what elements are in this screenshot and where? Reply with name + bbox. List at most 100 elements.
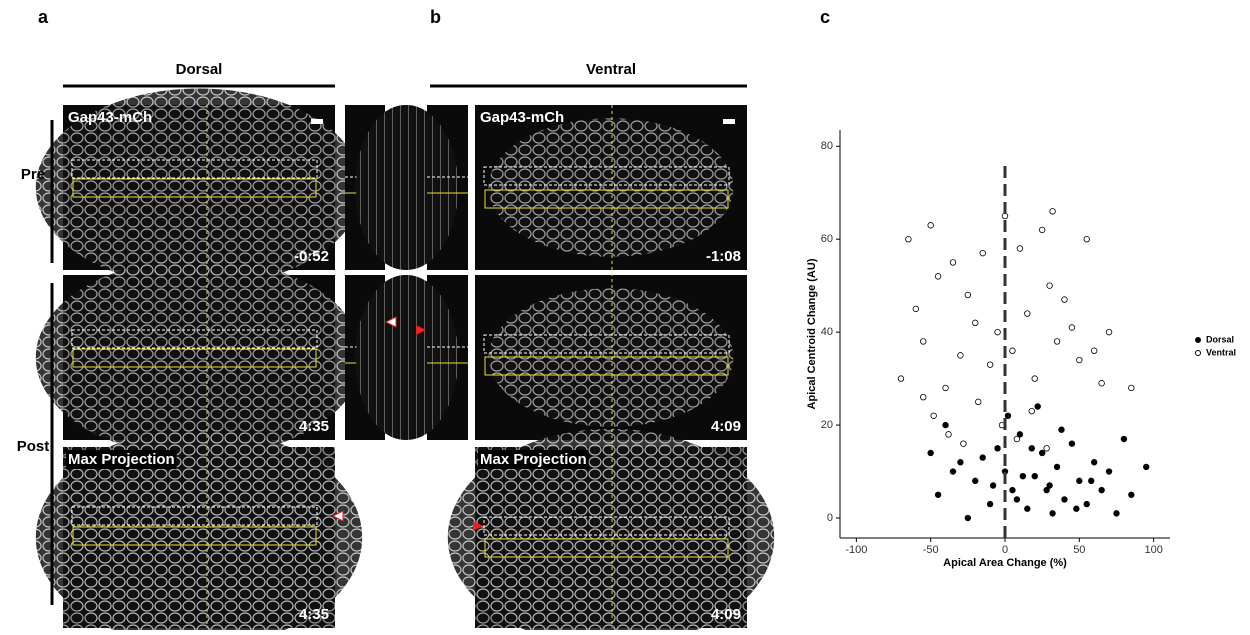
image-label: Gap43-mCh: [480, 109, 564, 126]
roi-yellow: [484, 189, 729, 209]
point: [957, 352, 964, 359]
roi-yellow: [72, 178, 317, 198]
point: [1083, 236, 1090, 243]
timestamp: -1:08: [706, 248, 741, 265]
label-bg: [66, 449, 177, 469]
roi-white: [483, 334, 730, 354]
point: [1049, 510, 1056, 517]
point: [1061, 496, 1068, 503]
embryo: [35, 258, 363, 457]
point: [1019, 472, 1027, 480]
point: [934, 491, 942, 498]
embryo: [475, 447, 747, 628]
point: [964, 514, 972, 522]
row-label: Post: [17, 438, 50, 455]
point: [945, 431, 952, 438]
point: [960, 440, 967, 447]
point: [1031, 472, 1038, 480]
roi-yellow: [484, 356, 729, 376]
point: [927, 449, 934, 457]
column-title: Dorsal: [176, 61, 223, 78]
arrow-open: [331, 510, 344, 522]
legend-marker: [1195, 337, 1201, 343]
side-embryo: [356, 275, 458, 440]
y-axis-label: Apical Centroid Change (AU): [806, 258, 818, 409]
point: [1068, 324, 1076, 331]
point: [1009, 347, 1016, 354]
point: [1098, 380, 1105, 387]
point: [942, 384, 949, 392]
roi-white: [71, 159, 318, 179]
point: [897, 375, 905, 382]
x-tick-label: -100: [845, 544, 867, 556]
roi-yellow: [72, 348, 317, 368]
embryo: [35, 88, 363, 287]
point: [1128, 491, 1135, 498]
y-tick-label: 0: [827, 512, 833, 524]
point: [1028, 407, 1035, 415]
legend-label: Ventral: [1206, 347, 1236, 357]
point: [1034, 403, 1041, 410]
image-label: Max Projection: [480, 451, 587, 468]
timestamp: -0:52: [294, 248, 329, 265]
point: [920, 393, 927, 401]
point: [1013, 435, 1021, 443]
point: [1043, 445, 1050, 452]
point: [1024, 310, 1031, 317]
y-tick-label: 20: [821, 419, 833, 431]
point: [1038, 449, 1046, 457]
point: [1128, 384, 1135, 392]
point: [1009, 486, 1016, 494]
timestamp: 4:35: [299, 418, 329, 435]
point: [972, 319, 979, 327]
point: [930, 412, 937, 419]
point: [986, 500, 994, 508]
label-bg: [478, 449, 589, 469]
point: [1076, 477, 1083, 485]
point: [989, 482, 997, 489]
point: [1053, 463, 1061, 471]
point: [1016, 245, 1024, 252]
point: [1098, 486, 1105, 494]
panel-label: a: [38, 7, 49, 27]
point: [1013, 496, 1021, 503]
point: [957, 459, 964, 466]
y-tick-label: 80: [821, 140, 833, 152]
point: [1105, 468, 1113, 475]
point: [1046, 282, 1053, 289]
scatter-plot: -100 -50 0 50 100 0 20 40 60 80 Apical Area Change…: [806, 130, 1236, 569]
point: [912, 305, 920, 313]
point: [1083, 500, 1090, 508]
column-title: Ventral: [586, 61, 636, 78]
x-tick-label: 100: [1144, 544, 1162, 556]
embryo: [63, 447, 335, 628]
x-axis-label: Apical Area Change (%): [943, 557, 1067, 569]
timestamp: 4:09: [711, 606, 741, 623]
roi-white: [483, 516, 730, 536]
arrow-filled: [473, 521, 483, 531]
point: [1058, 426, 1065, 433]
roi-white: [71, 506, 318, 526]
image-label: Max Projection: [68, 451, 175, 468]
x-tick-label: -50: [923, 544, 939, 556]
point: [1031, 375, 1038, 382]
point: [1016, 431, 1024, 438]
point: [1068, 440, 1076, 447]
point: [1053, 338, 1061, 345]
point: [972, 477, 979, 485]
x-tick-label: 50: [1073, 544, 1085, 556]
scale-bar: [723, 119, 735, 124]
point: [1113, 510, 1120, 517]
y-tick-label: 40: [821, 326, 833, 338]
point: [975, 398, 982, 406]
images: Gap43-mCh -0:52 4:35 Max Projection 4:35 Gap4…: [35, 88, 775, 635]
arrow-open: [384, 316, 397, 328]
point: [964, 291, 972, 299]
point: [979, 454, 986, 461]
point: [1143, 463, 1150, 471]
point: [1046, 482, 1053, 489]
side-embryo: [356, 105, 458, 270]
point: [1001, 212, 1009, 220]
point: [934, 273, 942, 280]
